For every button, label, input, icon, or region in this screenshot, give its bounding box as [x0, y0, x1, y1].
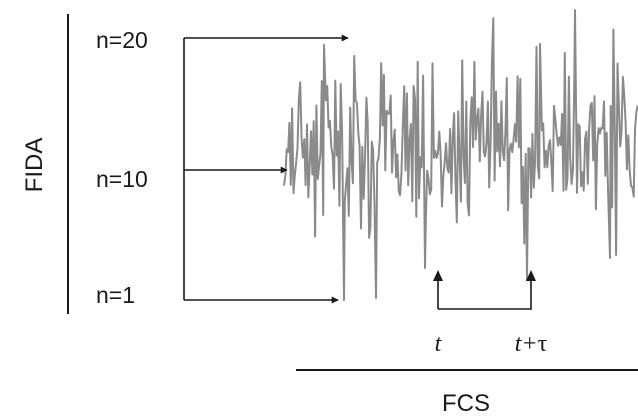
- level-label-n1: n=1: [96, 282, 135, 308]
- lag-label-prefix: t+: [515, 331, 538, 357]
- fcs-label: FCS: [442, 390, 490, 417]
- time-label-t: t: [435, 331, 443, 357]
- arrowhead-t: [433, 270, 443, 281]
- level-label-n20: n=20: [96, 27, 148, 53]
- fida-label: FIDA: [21, 138, 48, 193]
- time-label-t-plus-tau: t+τ: [515, 331, 548, 357]
- lag-label-tau: τ: [538, 331, 548, 357]
- fluorescence-trace: [283, 9, 638, 301]
- correlation-bracket: [437, 275, 532, 310]
- level-label-n10: n=10: [96, 166, 148, 192]
- arrowhead-t-tau: [526, 270, 536, 281]
